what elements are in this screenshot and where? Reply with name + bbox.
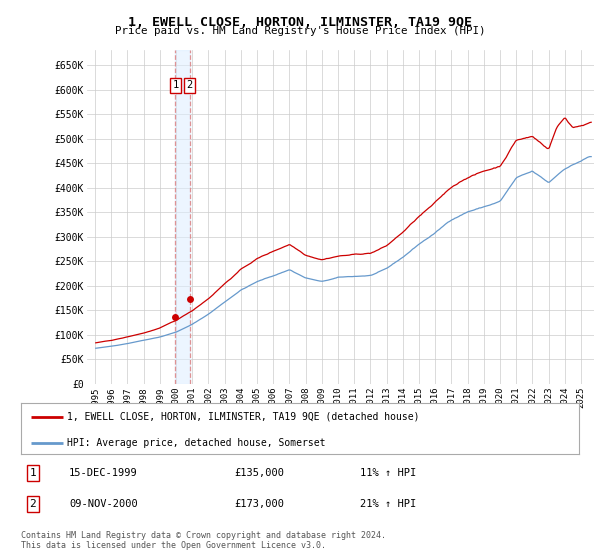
Text: 1, EWELL CLOSE, HORTON, ILMINSTER, TA19 9QE: 1, EWELL CLOSE, HORTON, ILMINSTER, TA19 …: [128, 16, 472, 29]
Text: 21% ↑ HPI: 21% ↑ HPI: [360, 499, 416, 509]
Text: 11% ↑ HPI: 11% ↑ HPI: [360, 468, 416, 478]
Text: 1: 1: [29, 468, 37, 478]
Text: Price paid vs. HM Land Registry's House Price Index (HPI): Price paid vs. HM Land Registry's House …: [115, 26, 485, 36]
Text: 1: 1: [172, 81, 179, 90]
Text: 15-DEC-1999: 15-DEC-1999: [69, 468, 138, 478]
Bar: [175, 50, 190, 384]
Text: £135,000: £135,000: [234, 468, 284, 478]
Text: HPI: Average price, detached house, Somerset: HPI: Average price, detached house, Some…: [67, 437, 325, 447]
Text: Contains HM Land Registry data © Crown copyright and database right 2024.
This d: Contains HM Land Registry data © Crown c…: [21, 531, 386, 550]
Text: 2: 2: [29, 499, 37, 509]
Text: 2: 2: [187, 81, 193, 90]
Text: £173,000: £173,000: [234, 499, 284, 509]
Text: 1, EWELL CLOSE, HORTON, ILMINSTER, TA19 9QE (detached house): 1, EWELL CLOSE, HORTON, ILMINSTER, TA19 …: [67, 412, 419, 422]
Text: 09-NOV-2000: 09-NOV-2000: [69, 499, 138, 509]
